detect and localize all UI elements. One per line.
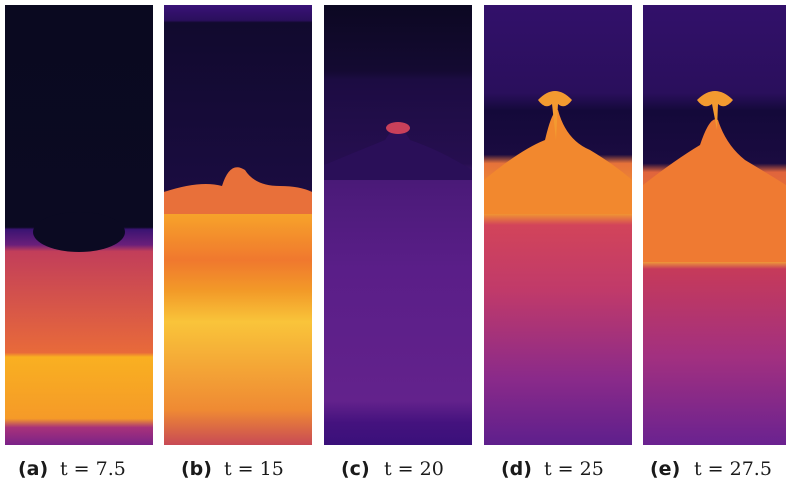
plume [697, 91, 733, 130]
plume [386, 122, 410, 134]
panel-b [164, 5, 312, 445]
dome [643, 119, 786, 263]
panel-d [484, 5, 632, 445]
interface [324, 129, 472, 180]
panel-caption: t = 20 [384, 458, 444, 480]
panel-label: (e) [650, 458, 680, 480]
panel-label: (d) [501, 458, 532, 480]
panel-label: (c) [341, 458, 370, 480]
panel-c [324, 5, 472, 445]
image [164, 5, 312, 445]
panel-label: (b) [181, 458, 212, 480]
panel-caption: t = 7.5 [60, 458, 126, 480]
panel-a [5, 5, 153, 445]
plume [538, 91, 572, 140]
panel-caption: t = 25 [544, 458, 604, 480]
panel-e [643, 5, 786, 445]
dome [484, 110, 632, 214]
panel-caption: t = 15 [224, 458, 284, 480]
interface [164, 167, 312, 214]
dome [33, 212, 125, 252]
image [324, 5, 472, 445]
image [484, 5, 632, 445]
panel-label: (a) [18, 458, 48, 480]
captions: (a) t = 7.5 (b) t = 15 (c) t = 20 (d) t … [18, 458, 772, 480]
panel-caption: t = 27.5 [694, 458, 772, 480]
